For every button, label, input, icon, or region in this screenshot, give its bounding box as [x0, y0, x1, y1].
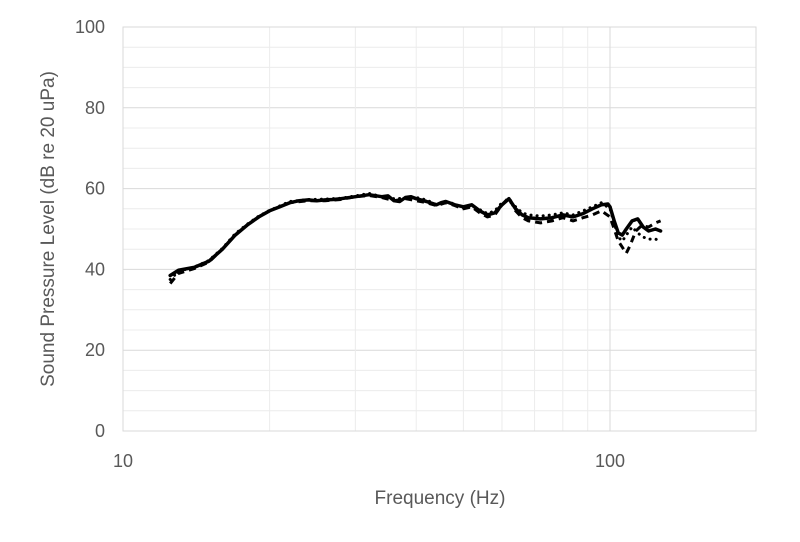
y-tick-label: 80 [85, 98, 105, 118]
plot-area-frame [122, 26, 757, 432]
y-tick-label: 0 [95, 421, 105, 441]
y-axis-tick-labels: 0 20 40 60 80 100 [75, 17, 105, 441]
x-tick-label: 10 [113, 451, 133, 471]
y-tick-label: 20 [85, 340, 105, 360]
series-line-solid [168, 192, 663, 278]
y-tick-label: 100 [75, 17, 105, 37]
series-line-dashed [169, 194, 662, 285]
x-axis-tick-labels: 10 100 [113, 451, 625, 471]
series-lines [168, 191, 663, 285]
x-tick-label: 100 [595, 451, 625, 471]
y-axis-title: Sound Pressure Level (dB re 20 uPa) [38, 71, 59, 387]
chart-grid [123, 27, 756, 431]
y-tick-label: 60 [85, 179, 105, 199]
y-tick-label: 40 [85, 259, 105, 279]
x-axis-title: Frequency (Hz) [375, 488, 506, 509]
series-line-dotted [168, 191, 663, 281]
